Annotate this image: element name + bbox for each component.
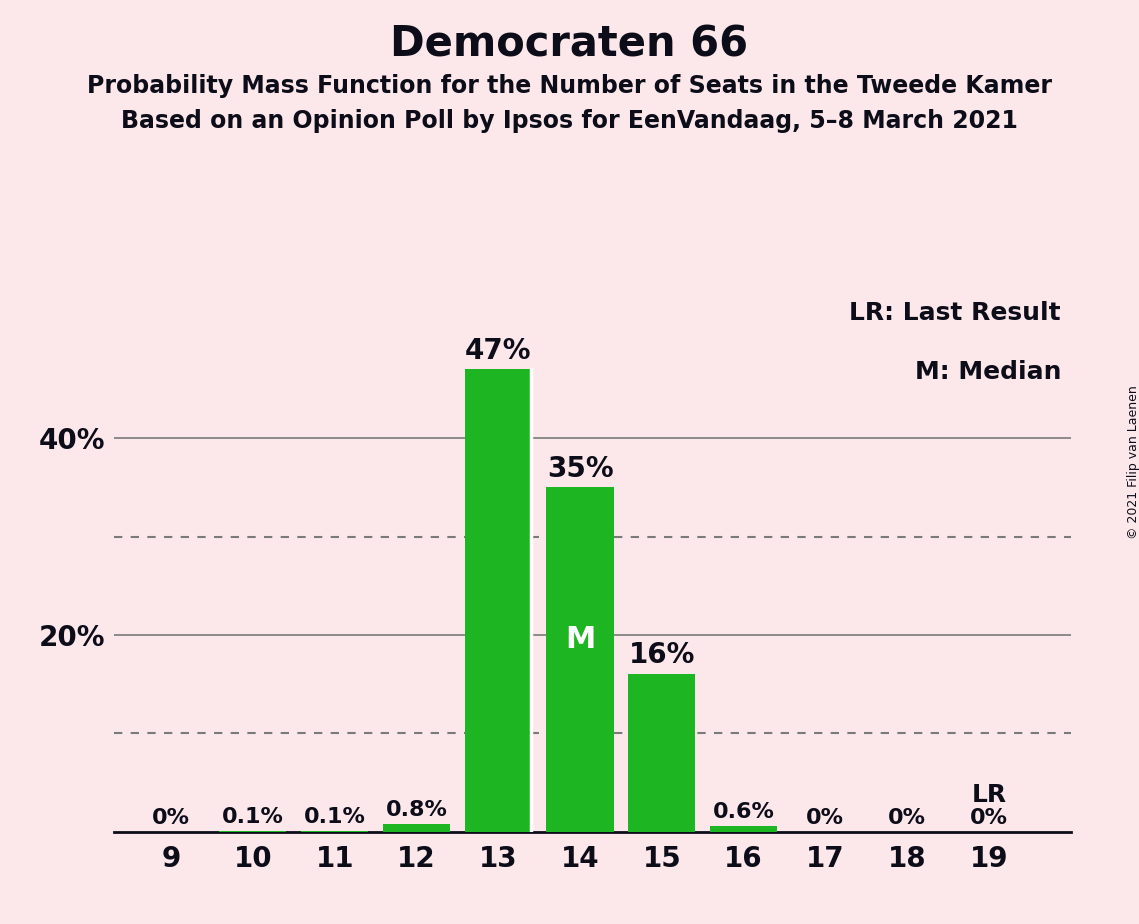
- Bar: [465, 370, 532, 832]
- Text: 0.6%: 0.6%: [713, 802, 775, 821]
- Text: 35%: 35%: [547, 455, 613, 482]
- Text: 0.8%: 0.8%: [385, 800, 448, 820]
- Bar: [301, 831, 368, 832]
- Text: LR: Last Result: LR: Last Result: [850, 301, 1062, 325]
- Text: Based on an Opinion Poll by Ipsos for EenVandaag, 5–8 March 2021: Based on an Opinion Poll by Ipsos for Ee…: [121, 109, 1018, 133]
- Text: 47%: 47%: [465, 336, 532, 364]
- Text: 0.1%: 0.1%: [304, 807, 366, 827]
- Text: 0%: 0%: [970, 808, 1008, 828]
- Text: 0%: 0%: [806, 808, 844, 828]
- Text: 0%: 0%: [153, 808, 190, 828]
- Bar: [220, 831, 286, 832]
- Bar: [710, 826, 777, 832]
- Text: 16%: 16%: [629, 641, 695, 669]
- Bar: [383, 823, 450, 832]
- Text: M: Median: M: Median: [915, 360, 1062, 384]
- Text: Probability Mass Function for the Number of Seats in the Tweede Kamer: Probability Mass Function for the Number…: [87, 74, 1052, 98]
- Text: LR: LR: [972, 783, 1007, 807]
- Text: 0%: 0%: [888, 808, 926, 828]
- Text: © 2021 Filip van Laenen: © 2021 Filip van Laenen: [1126, 385, 1139, 539]
- Bar: [547, 488, 614, 832]
- Text: Democraten 66: Democraten 66: [391, 23, 748, 65]
- Text: M: M: [565, 626, 596, 654]
- Text: 0.1%: 0.1%: [222, 807, 284, 827]
- Bar: [629, 675, 695, 832]
